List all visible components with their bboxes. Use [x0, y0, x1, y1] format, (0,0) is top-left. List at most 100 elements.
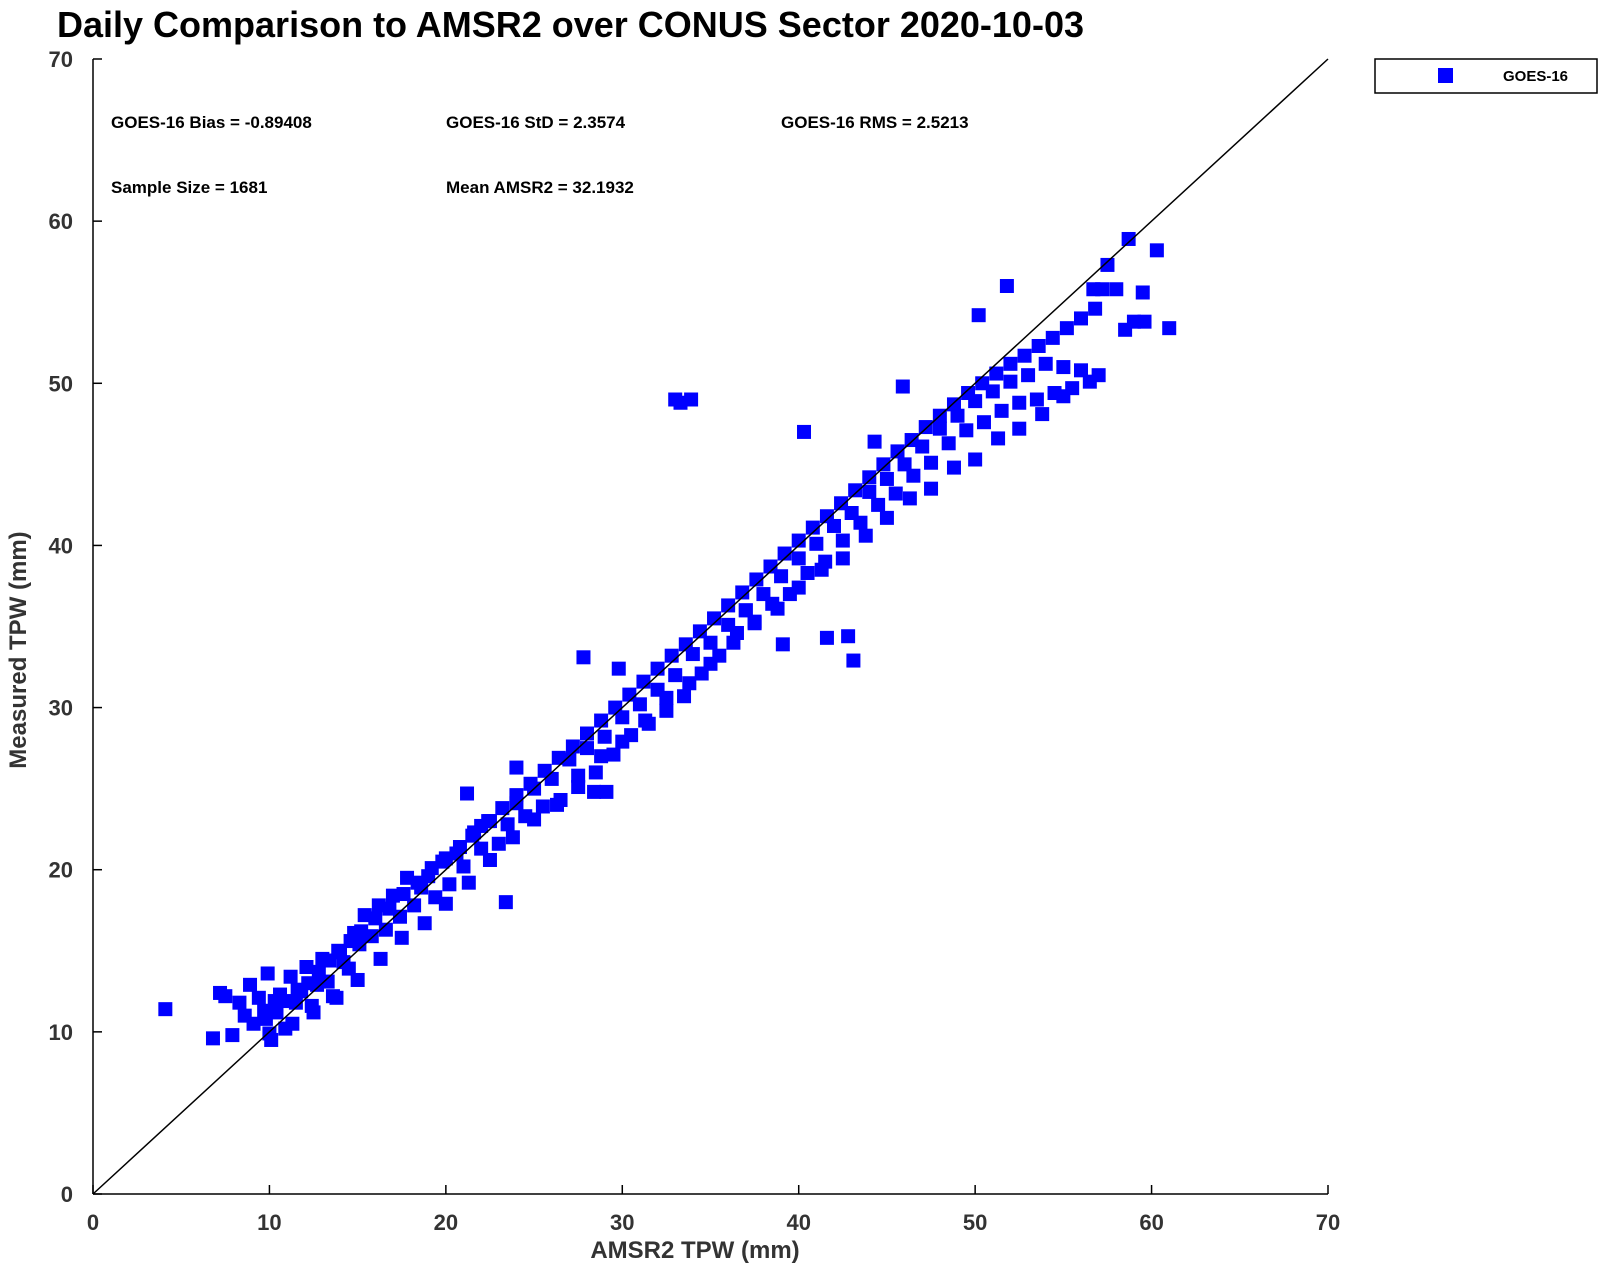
data-point: [576, 650, 591, 665]
data-point: [460, 786, 475, 801]
data-point: [1029, 392, 1044, 407]
data-point: [260, 966, 275, 981]
data-point: [1017, 348, 1032, 363]
data-point: [747, 616, 762, 631]
data-point: [1121, 231, 1136, 246]
data-point: [571, 780, 586, 795]
data-point: [392, 909, 407, 924]
data-point: [357, 908, 372, 923]
y-tick-label: 30: [49, 696, 73, 721]
data-point: [1100, 257, 1115, 272]
data-point: [721, 598, 736, 613]
data-point: [438, 896, 453, 911]
data-point: [959, 423, 974, 438]
data-point: [932, 421, 947, 436]
legend-box: [1374, 58, 1598, 94]
data-point: [1059, 321, 1074, 336]
data-point: [299, 960, 314, 974]
data-point: [862, 470, 877, 485]
data-point: [452, 840, 467, 855]
data-point: [550, 797, 565, 812]
y-tick-label: 40: [49, 533, 73, 558]
data-point: [290, 982, 305, 997]
data-point: [1056, 389, 1071, 404]
y-tick-label: 50: [49, 371, 73, 396]
data-point: [246, 1016, 261, 1031]
data-point: [890, 444, 905, 459]
data-point: [638, 713, 653, 728]
x-tick-label: 0: [87, 1210, 99, 1235]
data-point: [703, 656, 718, 671]
data-point: [1021, 368, 1036, 383]
data-point: [535, 799, 550, 814]
x-tick-label: 40: [786, 1210, 810, 1235]
data-point: [505, 830, 520, 845]
data-point: [770, 601, 785, 616]
x-tick-label: 60: [1139, 1210, 1163, 1235]
data-point: [474, 818, 489, 833]
y-tick-label: 10: [49, 1020, 73, 1045]
data-point: [594, 749, 609, 764]
data-point: [650, 661, 665, 676]
data-point: [841, 629, 856, 644]
legend-label: GOES-16: [1503, 68, 1568, 85]
data-point: [424, 861, 439, 876]
data-point: [673, 395, 688, 410]
data-point: [632, 697, 647, 712]
data-point: [684, 392, 699, 407]
data-point: [999, 279, 1014, 293]
x-tick-label: 30: [610, 1210, 634, 1235]
data-point: [968, 452, 983, 467]
data-point: [915, 439, 930, 454]
data-point: [946, 397, 961, 412]
stat-bias: GOES-16 Bias = -0.89408: [111, 113, 312, 132]
data-point: [438, 851, 453, 866]
y-tick-label: 60: [49, 209, 73, 234]
stat-sample-size: Sample Size = 1681: [111, 178, 267, 197]
data-point: [509, 760, 524, 775]
data-point: [1031, 338, 1046, 353]
data-point: [950, 408, 965, 423]
data-point: [835, 551, 850, 566]
data-point: [682, 676, 697, 691]
y-axis-ticks: 0 10 20 30 40 50 60 70: [49, 47, 102, 1207]
data-point: [1038, 356, 1053, 371]
data-point: [417, 916, 432, 931]
data-point: [354, 924, 369, 939]
data-point: [262, 1026, 277, 1041]
data-point: [350, 972, 365, 987]
data-point: [749, 572, 764, 587]
one-to-one-line: [92, 58, 1329, 1195]
data-point: [1091, 368, 1106, 383]
data-point: [364, 929, 379, 944]
data-point: [1162, 321, 1177, 336]
data-point: [158, 1002, 173, 1017]
data-point: [615, 734, 630, 749]
data-point: [975, 376, 990, 391]
data-point: [853, 515, 868, 530]
data-point: [410, 875, 425, 890]
data-point: [677, 689, 692, 704]
data-point: [805, 520, 820, 535]
data-point: [902, 491, 917, 506]
data-point: [599, 784, 614, 799]
data-point: [738, 603, 753, 618]
data-point: [382, 901, 397, 916]
data-point: [329, 990, 344, 1005]
data-point: [571, 768, 586, 783]
data-point: [495, 801, 510, 816]
data-point: [797, 424, 812, 439]
data-point: [961, 386, 976, 401]
data-point: [205, 1031, 220, 1046]
data-point: [994, 403, 1009, 418]
chart-title: Daily Comparison to AMSR2 over CONUS Sec…: [57, 4, 1084, 45]
y-tick-label: 70: [49, 47, 73, 72]
plot-area: 0 10 20 30 40 50 60 70 0 10 20 30 40 50 60 70: [49, 47, 1341, 1235]
data-point: [243, 977, 258, 992]
data-point: [622, 687, 637, 702]
y-tick-label: 0: [61, 1182, 73, 1207]
data-point: [258, 1011, 273, 1026]
data-point: [500, 817, 515, 832]
data-point: [1045, 330, 1060, 345]
data-point: [597, 729, 612, 744]
